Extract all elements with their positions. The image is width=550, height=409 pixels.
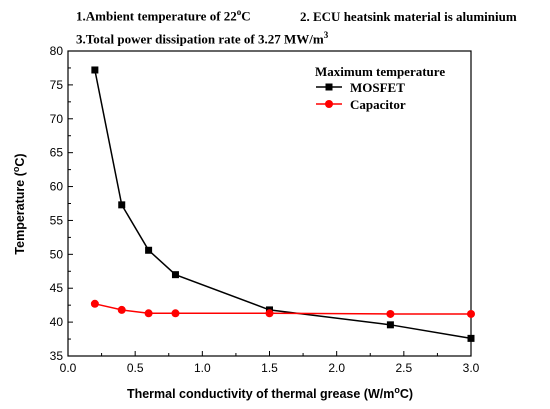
data-point-capacitor — [144, 309, 153, 318]
data-point-mosfet — [145, 246, 153, 254]
y-tick-label: 65 — [50, 146, 64, 160]
legend: Maximum temperature MOSFET Capacitor — [315, 64, 445, 112]
legend-label-capacitor: Capacitor — [350, 97, 406, 112]
series-layer — [90, 66, 475, 342]
data-point-mosfet — [91, 66, 99, 74]
data-point-capacitor — [171, 309, 180, 318]
data-point-capacitor — [386, 309, 395, 318]
x-axis-label: Thermal conductivity of thermal grease (… — [127, 385, 413, 401]
x-tick-label: 1.5 — [261, 361, 278, 375]
x-tick-label: 0.5 — [127, 361, 144, 375]
data-point-capacitor — [467, 309, 475, 318]
legend-marker-mosfet — [325, 83, 333, 91]
y-tick-label: 50 — [50, 247, 64, 261]
series-line-mosfet — [94, 69, 472, 340]
x-tick-label: 2.0 — [328, 361, 345, 375]
y-tick-label: 40 — [50, 315, 64, 329]
y-tick-label: 70 — [50, 112, 64, 126]
x-axis-label-text: Thermal conductivity of thermal grease (… — [127, 387, 394, 401]
y-tick-label: 60 — [50, 180, 64, 194]
data-point-capacitor — [90, 299, 99, 308]
y-tick-label: 80 — [50, 44, 64, 58]
annotation-text: 3.Total power dissipation rate of 3.27 M… — [76, 31, 324, 47]
annotation-heatsink-material: 2. ECU heatsink material is aluminium — [300, 9, 517, 25]
data-point-capacitor — [265, 309, 274, 318]
annotation-suffix: C — [241, 8, 251, 24]
annotation-text: 2. ECU heatsink material is aluminium — [300, 9, 517, 24]
x-axis-label-degree: o — [394, 385, 400, 395]
y-axis-label-suffix: C) — [13, 153, 27, 166]
y-axis-label-text: Temperature ( — [13, 171, 27, 254]
cubic-superscript: 3 — [323, 30, 329, 40]
data-point-mosfet — [467, 334, 475, 342]
x-tick-label: 3.0 — [463, 361, 480, 375]
data-point-mosfet — [118, 201, 126, 209]
y-tick-label: 45 — [50, 281, 64, 295]
data-point-mosfet — [171, 271, 179, 279]
y-tick-label: 75 — [50, 78, 64, 92]
x-tick-label: 2.5 — [395, 361, 412, 375]
x-axis-label-suffix: C) — [400, 387, 413, 401]
x-tick-label: 1.0 — [194, 361, 211, 375]
axis-ticks: 0.0 0.5 1.0 1.5 2.0 2.5 3.0 35 40 45 50 55 60 65 70 75 8… — [50, 44, 480, 375]
y-tick-label: 55 — [50, 213, 64, 227]
data-point-mosfet — [386, 321, 394, 329]
annotation-ambient-temperature: 1.Ambient temperature of 22oC — [76, 7, 251, 24]
y-tick-label: 35 — [50, 349, 64, 363]
y-axis-label: Temperature (oC) — [11, 153, 27, 254]
annotation-text: 1.Ambient temperature of 22 — [76, 8, 237, 24]
annotation-power-dissipation: 3.Total power dissipation rate of 3.27 M… — [76, 30, 328, 47]
degree-superscript: o — [236, 7, 242, 17]
x-tick-label: 0.0 — [60, 361, 77, 375]
data-point-capacitor — [117, 305, 126, 314]
legend-marker-capacitor — [325, 100, 333, 108]
y-axis-label-degree: o — [11, 166, 21, 172]
legend-label-mosfet: MOSFET — [350, 80, 405, 95]
legend-title: Maximum temperature — [315, 64, 445, 79]
